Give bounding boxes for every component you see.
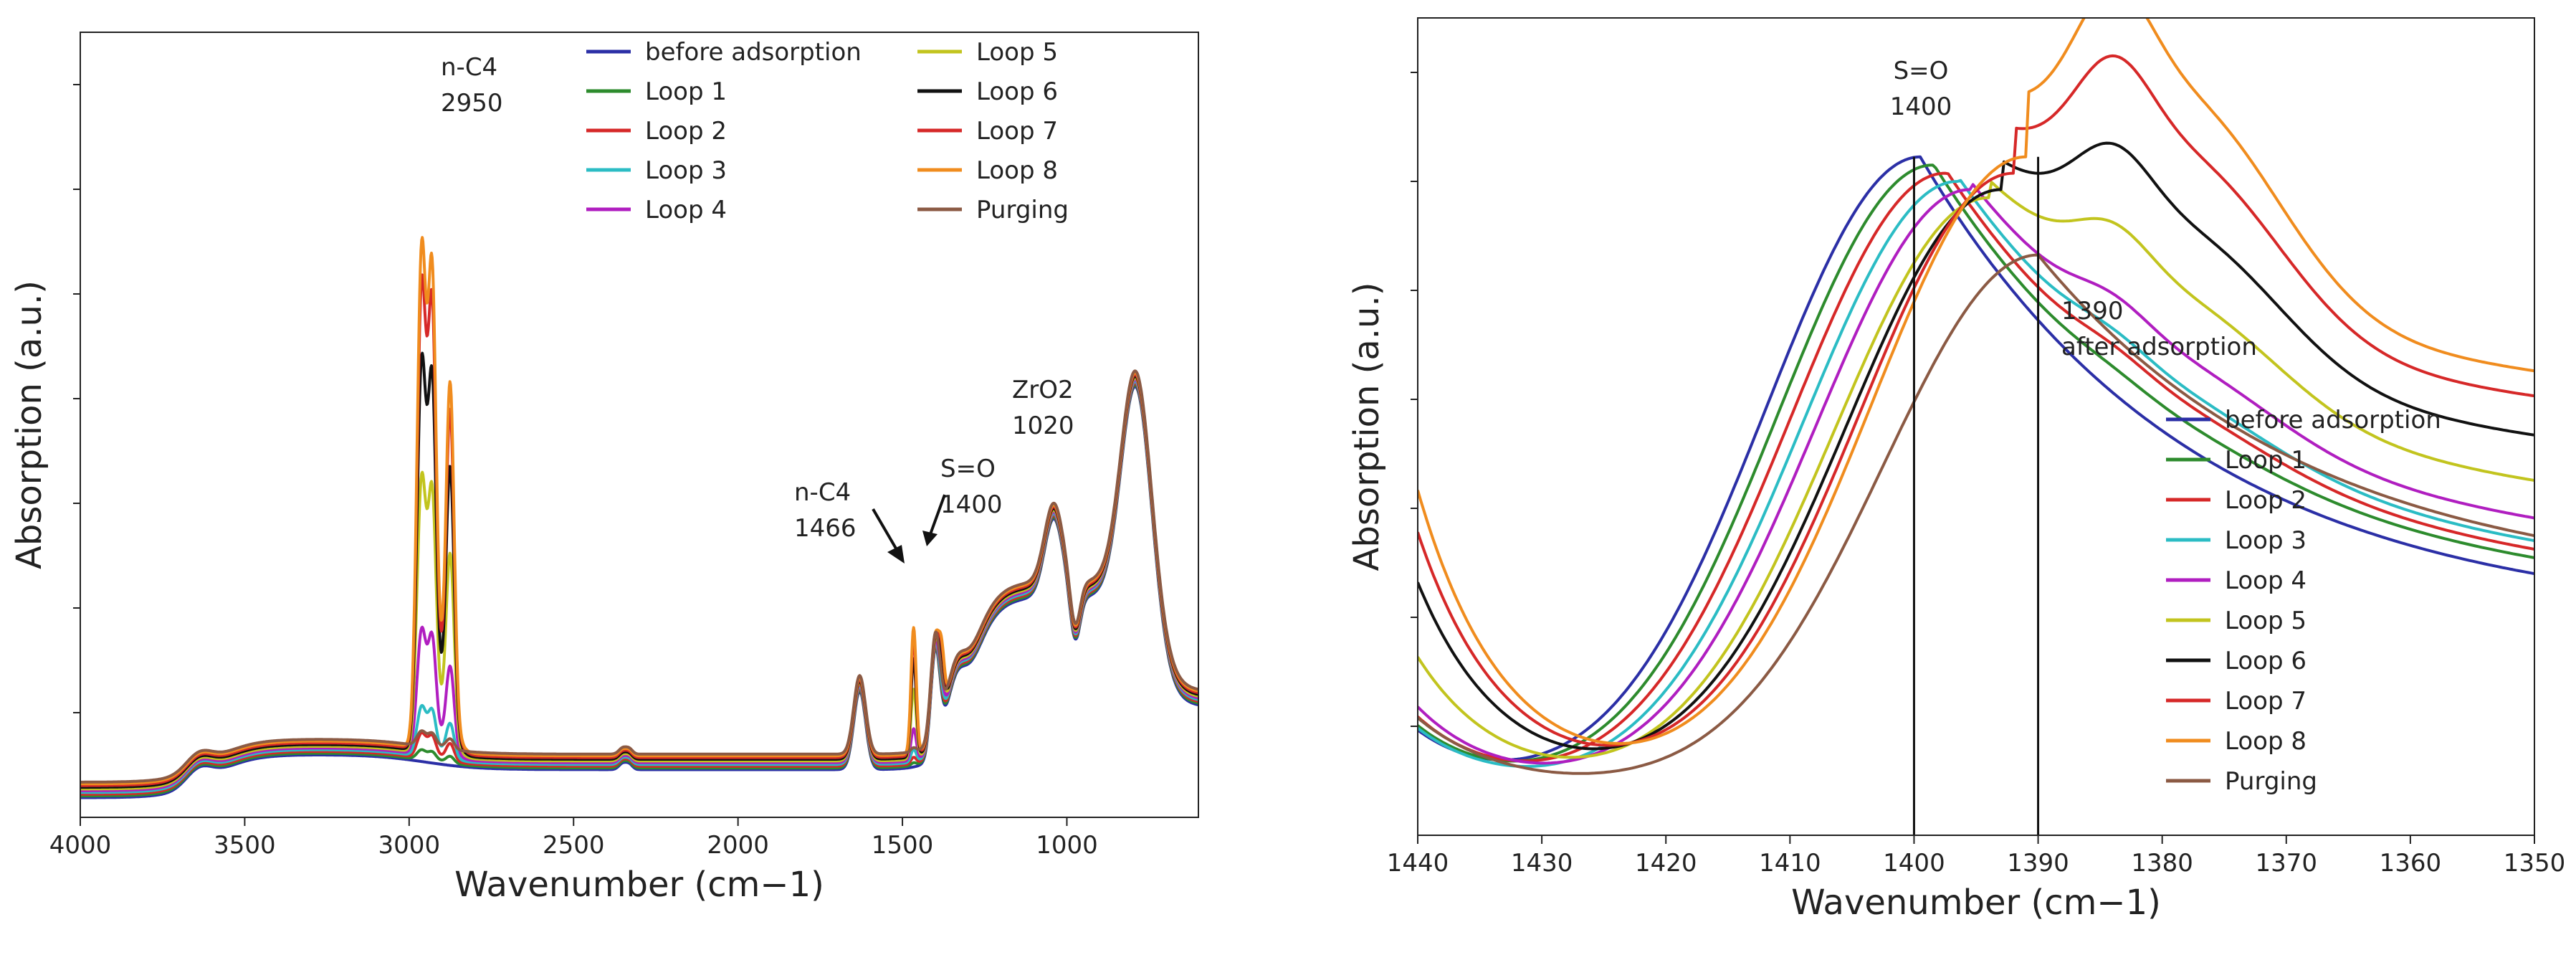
series-line-loop-2: [80, 381, 1198, 796]
legend-label: Loop 5: [976, 38, 1058, 67]
left-series-group: [80, 236, 1198, 799]
legend-label: Purging: [2225, 767, 2317, 796]
annotation-1390-label: after adsorption: [2061, 333, 2257, 361]
annotation-n-c4-2950-value: 2950: [441, 89, 503, 118]
x-axis-label: Wavenumber (cm−1): [1791, 883, 2161, 923]
zoom-series-line-loop-4: [1418, 183, 2534, 765]
x-tick-label: 1440: [1387, 849, 1449, 878]
annotation-zro2-value: 1020: [1012, 412, 1074, 440]
zoom-series-line-loop-1: [1418, 163, 2534, 763]
x-tick-label: 1380: [2131, 849, 2193, 878]
left-legend: before adsorption Loop 1 Loop 2 Loop 3 Loop …: [586, 38, 1069, 224]
zoom-series-line-loop-6: [1418, 141, 2534, 751]
zoom-series-line-loop-7: [1418, 54, 2534, 747]
annotation-zro2-label: ZrO2: [1012, 376, 1074, 404]
x-tick-label: 1410: [1759, 849, 1821, 878]
zoom-series-line-before-adsorption: [1418, 155, 2534, 761]
annotation-s-o-label: S=O: [1894, 57, 1949, 85]
zoom-series-line-loop-5: [1418, 181, 2534, 759]
x-tick-label: 1430: [1511, 849, 1573, 878]
right-annotations: S=O 1400 1390 after adsorption: [1890, 57, 2257, 361]
legend-label: Loop 2: [645, 117, 727, 146]
x-tick-label: 1390: [2007, 849, 2069, 878]
legend-label: Loop 8: [2225, 727, 2307, 756]
x-tick-label: 1360: [2380, 849, 2442, 878]
series-line-loop-1: [80, 383, 1198, 798]
legend-label: Loop 6: [2225, 647, 2307, 675]
legend-label: Loop 7: [2225, 687, 2307, 716]
annotation-n-c4-1466-label: n-C4: [794, 478, 851, 507]
x-tick-label: 2000: [707, 831, 769, 860]
zoom-series-line-loop-2: [1418, 171, 2534, 763]
legend-label: Loop 4: [645, 196, 727, 224]
arrow-n-c4-1466: [872, 508, 900, 553]
annotation-s-o-label: S=O: [940, 455, 996, 483]
x-tick-label: 4000: [49, 831, 112, 860]
legend-label: before adsorption: [645, 38, 862, 67]
x-tick-label: 1420: [1635, 849, 1697, 878]
x-tick-label: 1350: [2504, 849, 2566, 878]
x-tick-label: 1400: [1883, 849, 1945, 878]
arrowhead-n-c4-1466: [887, 545, 905, 564]
x-tick-label: 1500: [872, 831, 934, 860]
annotation-n-c4-1466-value: 1466: [794, 514, 857, 543]
annotation-n-c4-2950-label: n-C4: [441, 53, 497, 82]
series-line-loop-4: [80, 378, 1198, 792]
legend-label: Loop 3: [645, 156, 727, 185]
series-line-loop-7: [80, 273, 1198, 787]
legend-label: Loop 4: [2225, 566, 2307, 595]
right-zoom-panel: 1440 1430 1420 1410 1400 1390 1380 1370 1360 1350…: [1347, 17, 2566, 923]
right-legend: before adsorption Loop 1 Loop 2 Loop 3 Loop …: [2166, 406, 2441, 796]
series-line-before-adsorption: [80, 385, 1198, 799]
y-axis-label: Absorption (a.u.): [9, 280, 49, 569]
legend-label: Loop 5: [2225, 607, 2307, 635]
x-tick-label: 3000: [378, 831, 441, 860]
legend-label: Purging: [976, 196, 1069, 224]
plot-frame: [80, 32, 1199, 818]
annotation-s-o-value: 1400: [1890, 92, 1952, 121]
legend-label: Loop 8: [976, 156, 1058, 185]
arrowhead-s-o-1400: [922, 531, 938, 546]
x-tick-label: 1000: [1036, 831, 1098, 860]
legend-label: Loop 1: [645, 77, 727, 106]
x-tick-label: 1370: [2256, 849, 2318, 878]
x-tick-label: 2500: [543, 831, 605, 860]
series-line-purging: [80, 369, 1198, 784]
legend-label: Loop 7: [976, 117, 1058, 146]
arrow-s-o-1400: [929, 494, 946, 535]
legend-label: Loop 2: [2225, 486, 2307, 515]
legend-label: Loop 3: [2225, 526, 2307, 555]
zoom-series-line-purging: [1418, 253, 2534, 775]
left-spectrum-panel: 4000 3500 3000 2500 2000 1500 1000 Wavenumber (…: [9, 32, 1199, 905]
annotation-s-o-value: 1400: [940, 490, 1003, 519]
zoom-series-line-loop-8: [1418, 18, 2534, 745]
legend-label: Loop 6: [976, 77, 1058, 106]
legend-label: Loop 1: [2225, 446, 2307, 475]
series-line-loop-5: [80, 376, 1198, 791]
series-line-loop-3: [80, 379, 1198, 794]
series-line-loop-6: [80, 351, 1198, 789]
plot-frame: [1417, 17, 2535, 836]
annotation-1390-value: 1390: [2061, 297, 2124, 326]
right-series-group: [1418, 18, 2534, 775]
series-line-loop-8: [80, 236, 1198, 786]
x-tick-label: 3500: [214, 831, 276, 860]
legend-label: before adsorption: [2225, 406, 2441, 434]
left-annotations: n-C4 2950 n-C4 1466 S=O 1400 ZrO2 1020: [441, 53, 1074, 564]
x-axis-label: Wavenumber (cm−1): [454, 865, 824, 905]
y-axis-label: Absorption (a.u.): [1347, 282, 1387, 571]
